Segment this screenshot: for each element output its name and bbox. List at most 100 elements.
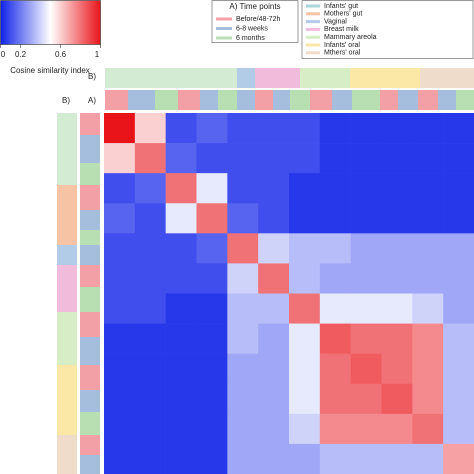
heatmap-cell <box>350 353 382 385</box>
heatmap-cell <box>104 233 136 264</box>
heatmap-cell <box>227 383 259 415</box>
heatmap-cell <box>196 263 228 294</box>
bar-a <box>332 90 352 110</box>
heatmap-cell <box>104 353 136 385</box>
heatmap-cell <box>319 263 351 294</box>
heatmap-cell <box>104 173 136 204</box>
heatmap-cell <box>227 413 259 445</box>
bar-a <box>80 230 100 245</box>
heatmap-cell <box>227 353 259 385</box>
heatmap-cell <box>319 413 351 445</box>
heatmap-cell <box>134 413 166 445</box>
heatmap-cell <box>165 323 197 354</box>
heatmap-cell <box>381 173 413 204</box>
heatmap-cell <box>443 233 474 264</box>
bar-a <box>80 210 100 230</box>
heatmap-cell <box>227 173 259 204</box>
heatmap-cell <box>350 203 382 234</box>
heatmap-cell <box>227 293 259 324</box>
heatmap-cell <box>134 263 166 294</box>
heatmap-cell <box>381 293 413 324</box>
heatmap-cell <box>289 203 321 234</box>
colorbar-tick-label: 0 <box>1 50 6 59</box>
heatmap-cell <box>381 413 413 445</box>
bar-a <box>155 90 178 110</box>
bar-b <box>57 312 77 365</box>
heatmap-cell <box>258 383 290 415</box>
annotation-label: A) <box>88 96 96 105</box>
heatmap-cell <box>412 383 444 415</box>
bar-a <box>105 90 128 110</box>
bar-a <box>80 365 100 390</box>
heatmap-cell <box>196 293 228 324</box>
heatmap-cell <box>165 143 197 174</box>
heatmap-cell <box>443 203 474 234</box>
heatmap-cell <box>289 353 321 385</box>
heatmap-cell <box>165 113 197 144</box>
heatmap-cell <box>319 323 351 354</box>
heatmap-cell <box>227 443 259 474</box>
heatmap-cell <box>289 233 321 264</box>
bar-a <box>128 90 155 110</box>
heatmap-cell <box>134 323 166 354</box>
heatmap-cell <box>104 143 136 174</box>
heatmap-cell <box>319 203 351 234</box>
bar-b <box>57 113 77 185</box>
bar-a <box>80 287 100 312</box>
heatmap-cell <box>350 143 382 174</box>
bar-b <box>105 68 237 88</box>
heatmap-cell <box>289 413 321 445</box>
heatmap-cell <box>134 203 166 234</box>
heatmap-cell <box>196 323 228 354</box>
legend-label: 6 months <box>236 35 265 42</box>
bar-a <box>80 390 100 412</box>
bar-b <box>300 68 350 88</box>
bar-a <box>80 185 100 210</box>
heatmap-cell <box>258 443 290 474</box>
bar-a <box>273 90 290 110</box>
bar-a <box>237 90 255 110</box>
heatmap-cell <box>381 233 413 264</box>
heatmap-cell <box>104 443 136 474</box>
heatmap-cell <box>443 293 474 324</box>
legend-label: Infants' oral <box>324 42 360 49</box>
heatmap-cell <box>289 293 321 324</box>
heatmap-cell <box>381 143 413 174</box>
heatmap-cell <box>381 263 413 294</box>
heatmap-cell <box>443 353 474 385</box>
bar-a <box>80 163 100 185</box>
heatmap-cell <box>443 263 474 294</box>
bar-a <box>80 412 100 435</box>
legend-label: Mthers' oral <box>324 50 361 57</box>
heatmap-cell <box>196 413 228 445</box>
heatmap-cell <box>319 173 351 204</box>
colorbar-label: Cosine similarity index <box>10 66 90 75</box>
heatmap-cell <box>227 263 259 294</box>
heatmap-cell <box>412 203 444 234</box>
heatmap-cell <box>258 413 290 445</box>
heatmap-cell <box>319 143 351 174</box>
bar-a <box>80 245 100 265</box>
heatmap-cell <box>196 173 228 204</box>
heatmap-cell <box>289 113 321 144</box>
heatmap-cell <box>258 263 290 294</box>
heatmap-cell <box>289 263 321 294</box>
heatmap-cell <box>165 233 197 264</box>
heatmap-cell <box>165 443 197 474</box>
heatmap-cell <box>104 263 136 294</box>
heatmap-cell <box>443 443 474 474</box>
legend-label: Breast milk <box>324 26 359 33</box>
bar-b <box>255 68 300 88</box>
heatmap-cell <box>289 383 321 415</box>
heatmap-cell <box>443 143 474 174</box>
heatmap-cell <box>289 173 321 204</box>
heatmap-cell <box>134 383 166 415</box>
heatmap-cell <box>412 263 444 294</box>
heatmap-cell <box>258 173 290 204</box>
heatmap-cell <box>381 383 413 415</box>
legend-label: Infants' gut <box>324 3 358 10</box>
heatmap-cell <box>350 233 382 264</box>
heatmap-cell <box>165 293 197 324</box>
